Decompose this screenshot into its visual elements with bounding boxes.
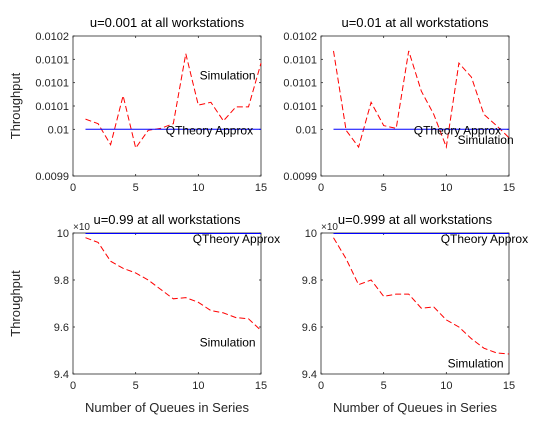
annotation-label: QTheory Approx: [166, 123, 253, 137]
y-tick-label: 9.6: [54, 322, 69, 334]
annotation-label: Simulation: [200, 69, 256, 83]
y-tick-label: 9.4: [54, 369, 69, 381]
x-tick-label: 10: [192, 380, 204, 392]
axes-frame: [321, 36, 509, 176]
axes-frame: [73, 36, 261, 176]
y-tick-label: 0.01: [48, 124, 69, 136]
annotation-label: Simulation: [458, 133, 514, 147]
x-axis-label: Number of Queues in Series: [333, 400, 498, 415]
subplot-title: u=0.01 at all workstations: [341, 15, 489, 30]
x-tick-label: 10: [440, 380, 452, 392]
x-tick-label: 5: [133, 182, 139, 194]
y-tick-label: 10: [57, 228, 69, 240]
y-tick-label: 0.01: [296, 124, 317, 136]
x-tick-label: 15: [255, 380, 267, 392]
x-tick-label: 0: [70, 182, 76, 194]
y-tick-label: 0.0101: [35, 78, 69, 90]
y-tick-label: 0.0101: [35, 101, 69, 113]
x-tick-label: 0: [318, 380, 324, 392]
x-tick-label: 0: [70, 380, 76, 392]
x-tick-label: 5: [381, 380, 387, 392]
x-axis-label: Number of Queues in Series: [85, 400, 250, 415]
annotation-label: Simulation: [200, 335, 256, 349]
y-tick-label: 9.4: [302, 369, 317, 381]
axes-frame: [321, 233, 509, 374]
x-tick-label: 15: [503, 380, 515, 392]
y-tick-label: 9.8: [54, 275, 69, 287]
y-exponent-label: ×10: [73, 222, 90, 233]
subplot-title: u=0.001 at all workstations: [90, 15, 245, 30]
y-tick-label: 0.0101: [35, 54, 69, 66]
x-tick-label: 5: [133, 380, 139, 392]
x-tick-label: 15: [255, 182, 267, 194]
y-tick-label: 0.0101: [283, 54, 317, 66]
y-tick-label: 0.0101: [283, 78, 317, 90]
y-tick-label: 9.6: [302, 322, 317, 334]
y-tick-label: 10: [305, 228, 317, 240]
subplot-4: 0 5 10 15 9.4 9.6 9.8 10 ×10u=0.999 at all works…: [302, 212, 528, 415]
subplot-2: 0 5 10 15 0.0099 0.01 0.0101 0.0101 0.0101 0.0102…: [283, 15, 515, 194]
x-tick-label: 10: [440, 182, 452, 194]
y-exponent-label: ×10: [321, 222, 338, 233]
x-tick-label: 5: [381, 182, 387, 194]
x-tick-label: 0: [318, 182, 324, 194]
x-tick-label: 15: [503, 182, 515, 194]
subplot-3: 0 5 10 15 9.4 9.6 9.8 10 ×10u=0.99 at all workst…: [8, 212, 280, 415]
y-tick-label: 9.8: [302, 275, 317, 287]
y-tick-label: 0.0102: [35, 31, 69, 43]
y-tick-label: 0.0099: [35, 171, 69, 183]
y-axis-label: Throughput: [8, 72, 23, 139]
y-tick-label: 0.0099: [283, 171, 317, 183]
y-axis-label: Throughput: [8, 270, 23, 337]
annotation-label: Simulation: [448, 356, 504, 370]
x-tick-label: 10: [192, 182, 204, 194]
axes-frame: [73, 233, 261, 374]
annotation-label: QTheory Approx: [441, 232, 528, 246]
y-tick-label: 0.0101: [283, 101, 317, 113]
subplot-title: u=0.999 at all workstations: [338, 212, 493, 227]
annotation-label: QTheory Approx: [193, 232, 280, 246]
y-tick-label: 0.0102: [283, 31, 317, 43]
subplot-1: 0 5 10 15 0.0099 0.01 0.0101 0.0101 0.0101 0.0102…: [8, 15, 267, 194]
subplot-title: u=0.99 at all workstations: [93, 212, 241, 227]
